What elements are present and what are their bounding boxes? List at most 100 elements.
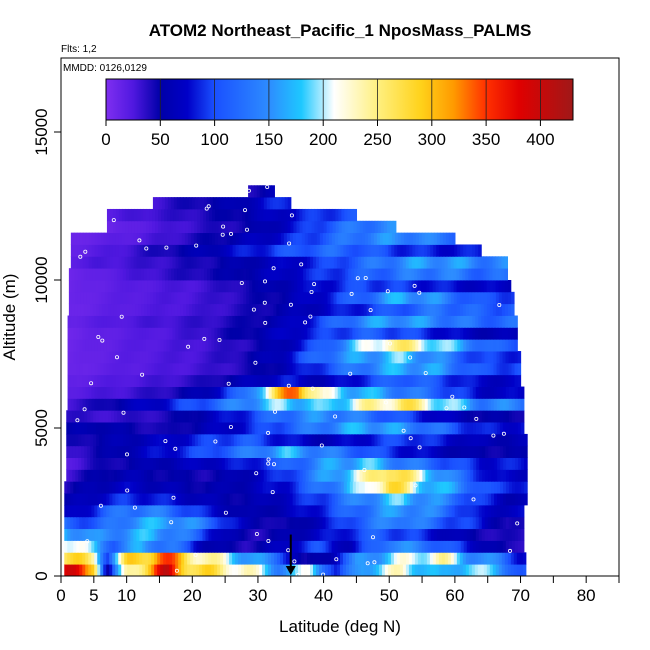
heatmap-cell	[218, 220, 222, 234]
heatmap-cell	[344, 445, 349, 458]
heatmap-cell	[301, 256, 305, 269]
heatmap-cell	[407, 445, 411, 458]
sample-point	[96, 334, 101, 339]
heatmap-cell	[361, 540, 366, 553]
heatmap-cell	[319, 327, 323, 340]
sample-point	[450, 394, 455, 399]
heatmap-cell	[142, 398, 147, 411]
heatmap-cell	[181, 256, 186, 269]
heatmap-cell	[162, 280, 166, 293]
heatmap-cell	[344, 422, 348, 435]
heatmap-cell	[337, 339, 341, 352]
heatmap-cell	[458, 445, 462, 458]
heatmap-cell	[445, 528, 450, 541]
heatmap-cell	[320, 208, 324, 222]
heatmap-cell	[415, 528, 420, 541]
heatmap-cell	[223, 339, 228, 352]
heatmap-cell	[79, 504, 83, 518]
heatmap-cell	[191, 220, 195, 234]
heatmap-cell	[504, 280, 509, 293]
heatmap-cell	[482, 445, 486, 458]
heatmap-cell	[166, 362, 171, 376]
heatmap-cell	[333, 268, 337, 281]
heatmap-cell	[196, 256, 201, 269]
heatmap-cell	[391, 232, 396, 245]
heatmap-cell	[201, 280, 205, 293]
heatmap-cell	[256, 185, 261, 198]
heatmap-cell	[332, 469, 337, 482]
sample-point	[497, 302, 502, 307]
heatmap-cell	[271, 493, 276, 506]
heatmap-cell	[115, 232, 120, 245]
heatmap-cell	[79, 232, 84, 245]
heatmap-cell	[241, 540, 246, 553]
heatmap-cell	[274, 552, 278, 565]
heatmap-cell	[448, 339, 452, 352]
heatmap-cell	[103, 481, 107, 494]
heatmap-cell	[145, 540, 149, 553]
heatmap-cell	[352, 362, 357, 376]
heatmap-cell	[236, 469, 241, 482]
heatmap-cell	[297, 291, 302, 305]
heatmap-cell	[270, 280, 274, 293]
heatmap-cell	[452, 422, 456, 435]
heatmap-cell	[191, 410, 196, 423]
heatmap-cell	[132, 445, 136, 458]
heatmap-cell	[216, 280, 220, 293]
heatmap-cell	[330, 552, 335, 565]
heatmap-cell	[208, 552, 212, 565]
heatmap-cell	[499, 410, 504, 423]
heatmap-cell	[226, 528, 231, 541]
heatmap-cell	[83, 280, 88, 293]
heatmap-cell	[462, 256, 467, 269]
heatmap-cell	[359, 445, 364, 458]
heatmap-cell	[394, 244, 398, 257]
heatmap-cell	[259, 244, 264, 257]
heatmap-cell	[113, 303, 118, 316]
heatmap-cell	[162, 469, 166, 482]
heatmap-cell	[478, 516, 483, 530]
heatmap-cell	[331, 351, 336, 364]
heatmap-cell	[268, 540, 273, 553]
heatmap-cell	[267, 268, 271, 281]
heatmap-cell	[335, 457, 340, 470]
heatmap-cell	[499, 398, 504, 411]
heatmap-cell	[151, 351, 156, 364]
heatmap-cell	[353, 410, 357, 423]
heatmap-cell	[250, 504, 255, 518]
heatmap-cell	[127, 327, 132, 340]
heatmap-cell	[130, 493, 135, 506]
heatmap-cell	[73, 504, 77, 518]
heatmap-cell	[81, 410, 85, 423]
heatmap-cell	[308, 208, 312, 222]
heatmap-cell	[521, 457, 525, 470]
heatmap-cell	[97, 256, 102, 269]
heatmap-cell	[187, 232, 192, 245]
heatmap-cell	[318, 268, 322, 281]
heatmap-cell	[136, 504, 140, 518]
heatmap-cell	[208, 481, 213, 494]
heatmap-cell	[114, 469, 118, 482]
heatmap-cell	[254, 197, 259, 210]
heatmap-cell	[214, 244, 219, 257]
heatmap-cell	[277, 339, 282, 352]
heatmap-cell	[364, 351, 369, 364]
heatmap-cell	[142, 504, 146, 518]
heatmap-cell	[211, 327, 216, 340]
heatmap-cell	[391, 481, 396, 494]
heatmap-cell	[100, 481, 104, 494]
heatmap-cell	[94, 232, 99, 245]
heatmap-cell	[253, 552, 257, 565]
heatmap-cell	[302, 457, 307, 470]
heatmap-cell	[330, 303, 335, 316]
heatmap-cell	[274, 374, 279, 387]
heatmap-cell	[268, 256, 272, 269]
heatmap-cell	[424, 398, 429, 411]
heatmap-cell	[505, 339, 509, 352]
heatmap-cell	[323, 220, 328, 234]
heatmap-cell	[340, 398, 345, 411]
heatmap-cell	[319, 540, 324, 553]
heatmap-cell	[459, 291, 464, 305]
heatmap-cell	[220, 528, 225, 541]
heatmap-cell	[251, 445, 256, 458]
